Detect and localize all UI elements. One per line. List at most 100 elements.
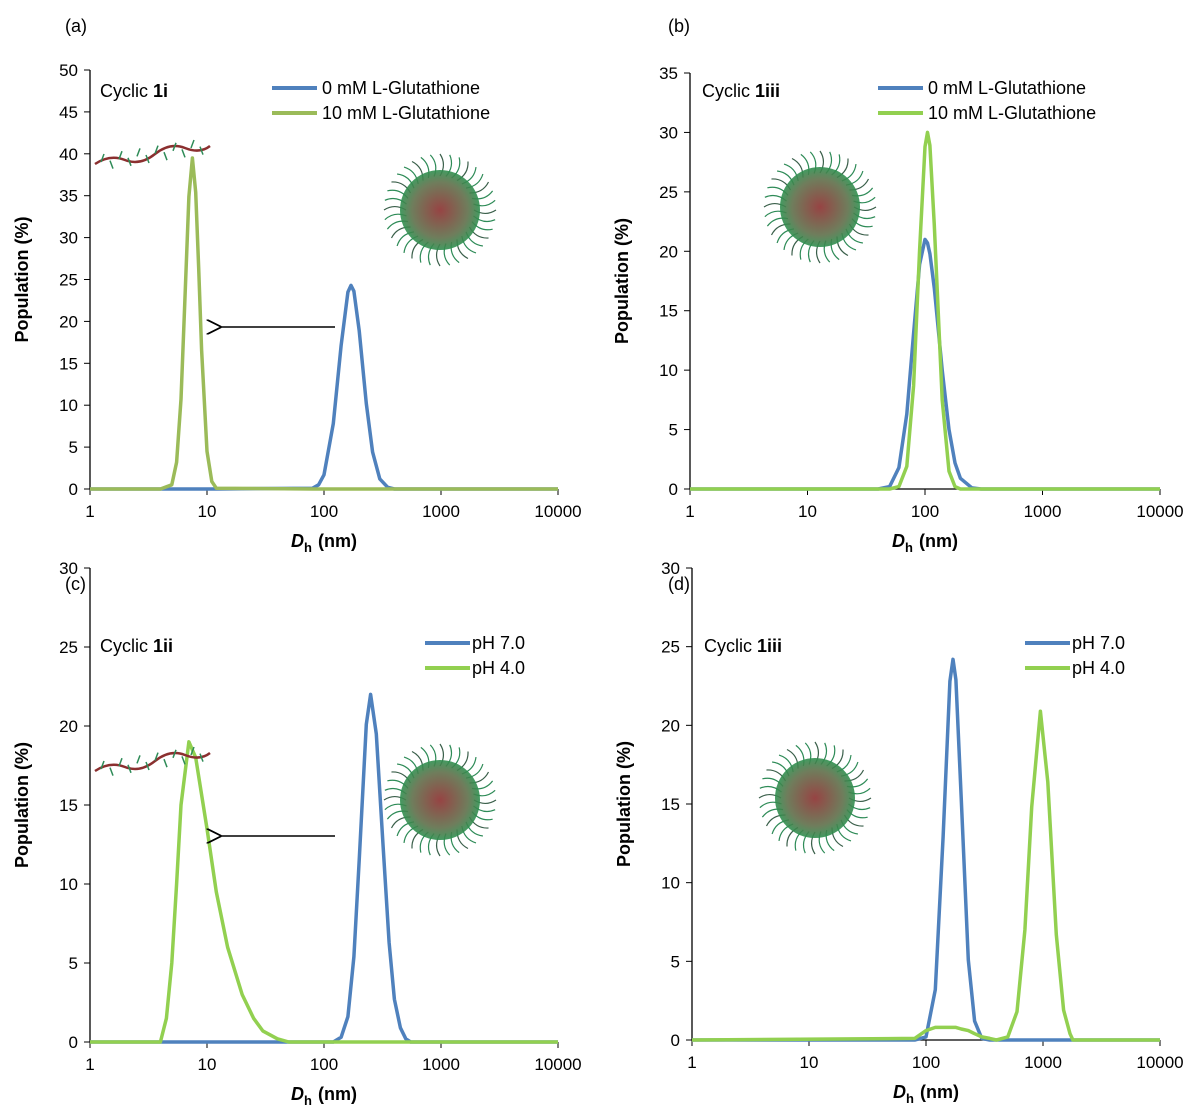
- y-tick-label: 15: [59, 796, 78, 815]
- y-tick-label: 35: [659, 64, 678, 83]
- y-tick-label: 45: [59, 103, 78, 122]
- y-tick-label: 20: [59, 717, 78, 736]
- x-tick-label: 10000: [1136, 502, 1183, 521]
- unimer-branch: [136, 148, 141, 157]
- x-axis-label: Dh (nm): [291, 1084, 357, 1108]
- y-tick-label: 25: [59, 638, 78, 657]
- x-tick-label: 1: [85, 1055, 94, 1074]
- y-tick-label: 15: [661, 795, 680, 814]
- panel-label: (a): [65, 16, 87, 36]
- unimer-branch: [163, 758, 168, 768]
- unimer-branch: [127, 157, 132, 167]
- series-line: [690, 237, 1160, 491]
- y-tick-label: 30: [659, 123, 678, 142]
- y-tick-label: 30: [661, 559, 680, 578]
- x-tick-label: 1: [85, 502, 94, 521]
- micelle-illustration: [763, 150, 877, 264]
- x-label-unit: (nm): [919, 531, 958, 551]
- y-tick-label: 10: [59, 396, 78, 415]
- annotation-prefix: Cyclic: [702, 81, 750, 101]
- x-tick-label: 1: [685, 502, 694, 521]
- unimer-branch: [109, 767, 114, 776]
- x-tick-label: 10: [198, 502, 217, 521]
- unimer-branch: [136, 755, 141, 764]
- unimer-branch: [190, 746, 195, 756]
- micelle-core: [775, 758, 855, 838]
- micelle-core: [400, 170, 480, 250]
- x-label-sub: h: [304, 540, 312, 555]
- x-label-main: D: [892, 531, 905, 551]
- y-tick-label: 5: [669, 421, 678, 440]
- unimer-branch: [181, 756, 186, 765]
- y-tick-label: 0: [669, 480, 678, 499]
- legend-label: 0 mM L-Glutathione: [322, 78, 480, 98]
- y-tick-label: 5: [69, 954, 78, 973]
- annotation-prefix: Cyclic: [100, 81, 148, 101]
- y-tick-label: 25: [661, 638, 680, 657]
- x-tick-label: 100: [310, 502, 338, 521]
- panel-label: (c): [65, 574, 86, 594]
- x-tick-label: 100: [911, 502, 939, 521]
- unimer-branch: [163, 151, 168, 161]
- unimer-branch: [154, 752, 159, 761]
- legend-label: pH 7.0: [1072, 633, 1125, 653]
- unimer-branch: [127, 764, 132, 774]
- annotation-bold: 1ii: [153, 636, 173, 656]
- y-tick-label: 5: [671, 952, 680, 971]
- y-tick-label: 15: [659, 302, 678, 321]
- micelle-illustration: [758, 741, 872, 855]
- legend-label: pH 4.0: [1072, 658, 1125, 678]
- x-tick-label: 10: [798, 502, 817, 521]
- unimer-chain: [94, 751, 211, 773]
- panel-label: (d): [668, 574, 690, 594]
- series-line: [90, 692, 558, 1044]
- y-axis-label: Population (%): [612, 218, 632, 344]
- y-tick-label: 10: [659, 361, 678, 380]
- unimer-branch: [100, 153, 105, 163]
- micelle-illustration: [383, 153, 497, 267]
- x-axis-label: Dh (nm): [893, 1082, 959, 1106]
- y-tick-label: 25: [59, 271, 78, 290]
- legend-label: pH 4.0: [472, 658, 525, 678]
- x-label-sub: h: [906, 1091, 914, 1106]
- x-label-sub: h: [905, 540, 913, 555]
- y-tick-label: 10: [59, 875, 78, 894]
- series-line: [690, 130, 1160, 491]
- x-label-main: D: [291, 1084, 304, 1104]
- y-tick-label: 20: [659, 242, 678, 261]
- y-tick-label: 30: [59, 559, 78, 578]
- unimer-branch: [118, 757, 123, 767]
- panel-annotation: Cyclic 1i: [100, 81, 168, 101]
- y-tick-label: 25: [659, 183, 678, 202]
- series-line: [90, 740, 558, 1044]
- panel-annotation: Cyclic 1iii: [702, 81, 780, 101]
- panel-annotation: Cyclic 1iii: [704, 636, 782, 656]
- legend-label: pH 7.0: [472, 633, 525, 653]
- x-tick-label: 1000: [1024, 1053, 1062, 1072]
- x-tick-label: 100: [310, 1055, 338, 1074]
- x-label-unit: (nm): [920, 1082, 959, 1102]
- legend-label: 10 mM L-Glutathione: [928, 103, 1096, 123]
- unimer-branch: [181, 149, 186, 158]
- panel-label: (b): [668, 16, 690, 36]
- series-line: [691, 709, 1160, 1042]
- series-line: [692, 657, 1160, 1042]
- y-tick-label: 30: [59, 229, 78, 248]
- micelle-core: [400, 760, 480, 840]
- unimer-branch: [199, 146, 204, 155]
- y-tick-label: 0: [69, 480, 78, 499]
- unimer-branch: [109, 160, 114, 169]
- x-tick-label: 1000: [422, 502, 460, 521]
- x-tick-label: 1: [687, 1053, 696, 1072]
- x-tick-label: 10000: [1136, 1053, 1183, 1072]
- y-tick-label: 50: [59, 61, 78, 80]
- y-tick-label: 5: [69, 438, 78, 457]
- x-label-unit: (nm): [318, 531, 357, 551]
- annotation-bold: 1iii: [755, 81, 780, 101]
- unimer-branch: [145, 761, 150, 771]
- x-label-main: D: [291, 531, 304, 551]
- unimer-branch: [172, 749, 177, 759]
- unimer-branch: [154, 145, 159, 154]
- annotation-bold: 1iii: [757, 636, 782, 656]
